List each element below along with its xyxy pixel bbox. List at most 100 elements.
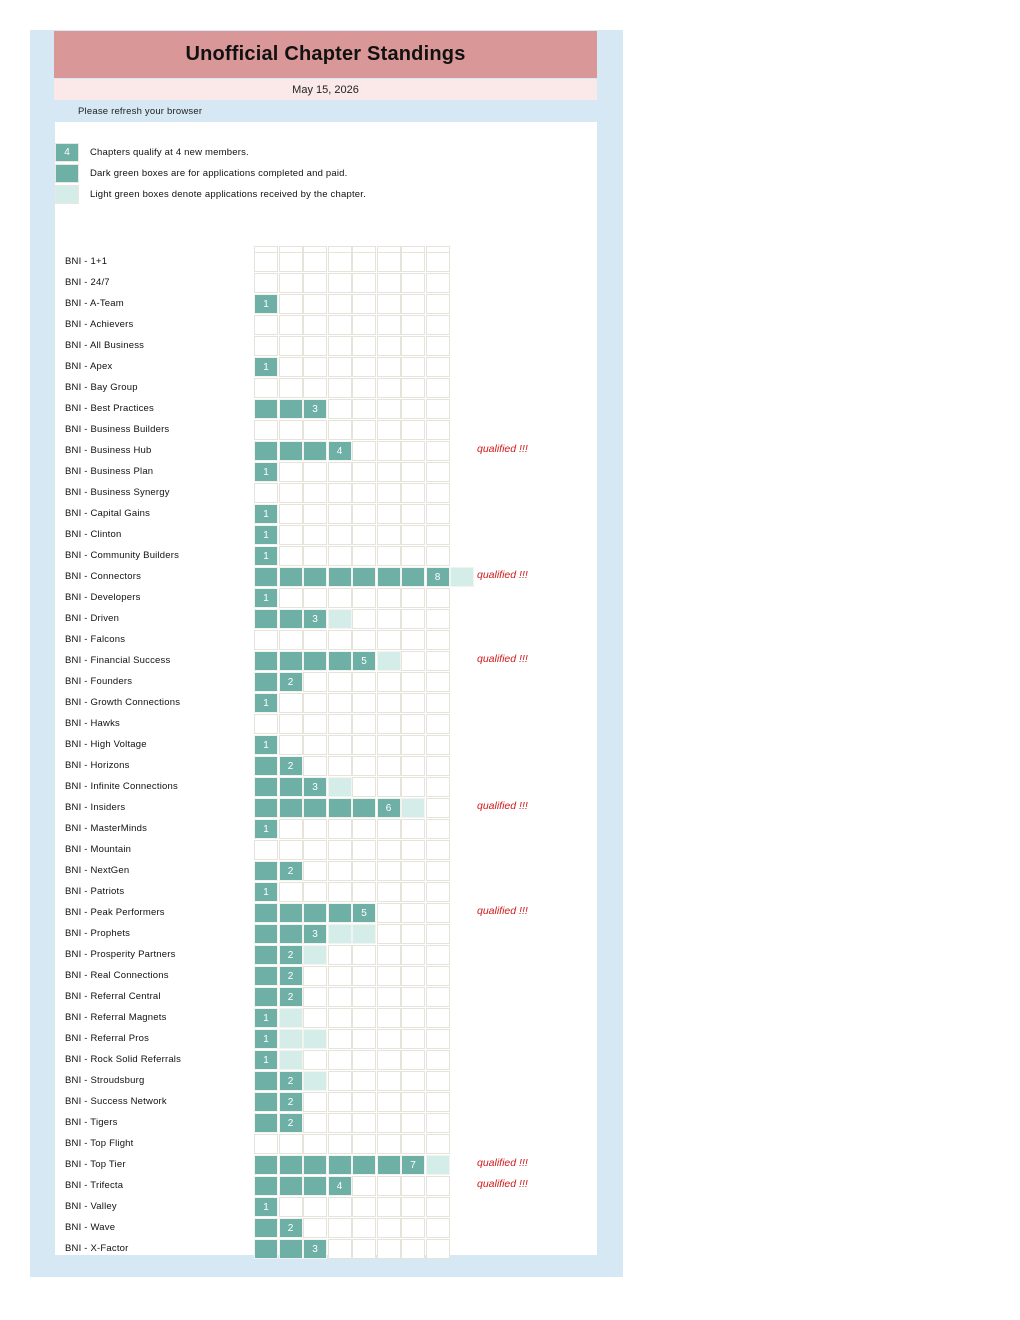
grid-cell [254, 483, 278, 503]
grid-cell [327, 273, 352, 293]
grid-cell [376, 252, 401, 272]
grid-cell [303, 273, 327, 293]
chapter-name: BNI - All Business [65, 340, 145, 351]
grid-cell [327, 861, 352, 881]
grid-cell [401, 735, 425, 755]
grid-cell [327, 966, 352, 986]
grid-cell [425, 987, 450, 1007]
chapter-name: BNI - Best Practices [65, 403, 154, 414]
completed-count-cell: 2 [278, 861, 303, 881]
grid-cell [425, 840, 450, 860]
chapter-name: BNI - MasterMinds [65, 823, 148, 834]
grid-cell [327, 1218, 352, 1238]
chapter-name: BNI - Peak Performers [65, 907, 165, 918]
grid-cell [352, 693, 376, 713]
completed-cell [254, 1092, 278, 1112]
received-cell [327, 777, 352, 797]
title-banner: Unofficial Chapter Standings [54, 31, 597, 78]
grid-cell [303, 378, 327, 398]
chapter-name: BNI - Referral Pros [65, 1033, 150, 1044]
grid-cell [303, 630, 327, 650]
chapter-name: BNI - Top Flight [65, 1138, 134, 1149]
completed-count-cell: 4 [327, 441, 352, 461]
grid-cell [327, 357, 352, 377]
grid-cell [352, 945, 376, 965]
completed-cell [327, 798, 352, 818]
completed-count-cell: 1 [254, 1197, 278, 1217]
completed-cell [376, 1155, 401, 1175]
grid-cell [401, 441, 425, 461]
grid-cell [425, 1092, 450, 1112]
grid-cell [352, 546, 376, 566]
grid-cell [327, 546, 352, 566]
grid-cell [401, 840, 425, 860]
grid-cell [425, 1134, 450, 1154]
completed-cell [254, 1071, 278, 1091]
completed-count-cell: 2 [278, 945, 303, 965]
grid-cell [401, 378, 425, 398]
completed-count-cell: 1 [254, 504, 278, 524]
chapter-name: BNI - Capital Gains [65, 508, 151, 519]
grid-cell [425, 483, 450, 503]
grid-cell [278, 588, 303, 608]
completed-cell [254, 609, 278, 629]
grid-cell [425, 378, 450, 398]
grid-cell [425, 336, 450, 356]
grid-cell [352, 672, 376, 692]
grid-cell [352, 819, 376, 839]
grid-cell [376, 693, 401, 713]
completed-cell [303, 651, 327, 671]
grid-cell [376, 483, 401, 503]
grid-cell [327, 840, 352, 860]
grid-cell [376, 1218, 401, 1238]
received-cell [278, 1008, 303, 1028]
grid-cell [376, 630, 401, 650]
grid-cell [376, 819, 401, 839]
grid-cell [401, 987, 425, 1007]
grid-cell [376, 924, 401, 944]
chapter-name: BNI - Hawks [65, 718, 120, 729]
grid-cell [303, 483, 327, 503]
grid-cell [401, 294, 425, 314]
grid-cell [425, 1029, 450, 1049]
grid-cell [352, 1239, 376, 1259]
grid-cell [254, 315, 278, 335]
grid-cell [303, 819, 327, 839]
grid-cell [401, 966, 425, 986]
received-cell [303, 1029, 327, 1049]
grid-cell [401, 336, 425, 356]
grid-cell [401, 357, 425, 377]
grid-cell [425, 609, 450, 629]
grid-cell [278, 1197, 303, 1217]
chapter-name: BNI - Community Builders [65, 550, 180, 561]
grid-cell [425, 693, 450, 713]
grid-cell [303, 1008, 327, 1028]
grid-cell [352, 840, 376, 860]
grid-cell [425, 1176, 450, 1196]
grid-cell [352, 483, 376, 503]
grid-cell [352, 882, 376, 902]
grid-cell [278, 546, 303, 566]
grid-cell [401, 252, 425, 272]
chapter-name: BNI - A-Team [65, 298, 124, 309]
grid-cell [425, 420, 450, 440]
grid-cell [303, 462, 327, 482]
completed-count-cell: 1 [254, 546, 278, 566]
completed-count-cell: 2 [278, 672, 303, 692]
grid-cell [352, 1113, 376, 1133]
completed-count-cell: 8 [425, 567, 450, 587]
chapter-name: BNI - Business Plan [65, 466, 154, 477]
grid-cell [401, 588, 425, 608]
grid-cell [303, 840, 327, 860]
grid-cell [303, 672, 327, 692]
grid-cell [376, 1092, 401, 1112]
chapter-name: BNI - Bay Group [65, 382, 138, 393]
legend-text: Light green boxes denote applications re… [90, 189, 366, 200]
chapter-name: BNI - Real Connections [65, 970, 169, 981]
completed-count-cell: 1 [254, 525, 278, 545]
chapter-name: BNI - Mountain [65, 844, 132, 855]
chapter-name: BNI - Apex [65, 361, 113, 372]
chapter-name: BNI - Stroudsburg [65, 1075, 145, 1086]
completed-cell [303, 567, 327, 587]
chapter-name: BNI - 1+1 [65, 256, 108, 267]
